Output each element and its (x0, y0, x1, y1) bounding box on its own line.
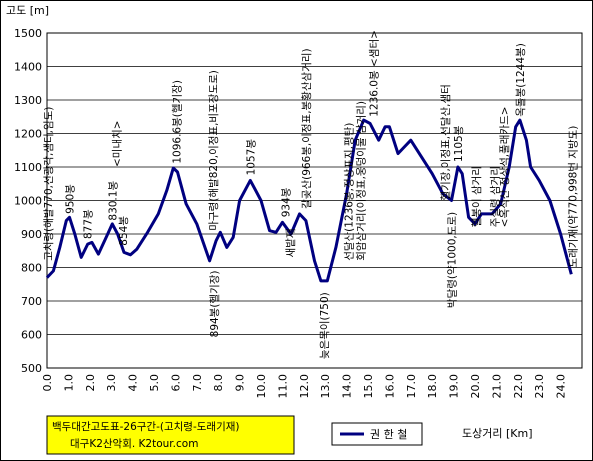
x-tick-label: 0.0 (41, 374, 54, 392)
x-tick-label: 15.0 (362, 374, 375, 399)
x-tick-label: 16.0 (383, 374, 396, 399)
annotation-label: 고치령(해발770,선광각,샘터,임도) (42, 107, 55, 261)
x-tick-label: 14.0 (341, 374, 354, 399)
y-tick-label: 1500 (14, 27, 42, 40)
annotation-label: 830.1봉 (107, 181, 119, 221)
x-tick-label: 7.0 (191, 374, 204, 392)
x-tick-label: 3.0 (105, 374, 118, 392)
x-tick-label: 5.0 (148, 374, 161, 392)
y-tick-label: 900 (21, 228, 42, 241)
x-tick-label: 4.0 (127, 374, 140, 392)
legend-box (331, 422, 423, 446)
annotation-label: 박달령(약1000,도로) (446, 212, 458, 308)
x-axis-ticks: 0.0 1.0 2.0 3.0 4.0 5.0 6.0 7.0 8.0 9.0 10.0 11.0 12… (41, 374, 568, 399)
x-tick-label: 23.0 (533, 374, 546, 399)
y-tick-label: 600 (21, 329, 42, 342)
annotation-label: 헬봉이 삼거리 (471, 166, 483, 227)
x-tick-label: 12.0 (298, 374, 311, 399)
annotation-label: 1105봉 (453, 125, 465, 162)
annotation-label: 934봉 (281, 187, 293, 217)
x-axis-label: 도상거리 [Km] (462, 427, 533, 440)
annotation-label: 1236.0봉 <샘터> (368, 30, 380, 117)
x-tick-label: 21.0 (490, 374, 503, 399)
y-tick-label: 800 (21, 262, 42, 275)
y-tick-label: 1400 (14, 61, 42, 74)
x-tick-label: 20.0 (469, 374, 482, 399)
x-tick-label: 10.0 (255, 374, 268, 399)
annotation-label: 회암삼거리(이정표,웅덩이물 삼거리) (356, 101, 368, 261)
annotation-label: 새밭재 (285, 228, 297, 257)
elevation-line (45, 118, 573, 283)
x-tick-label: 2.0 (84, 374, 97, 392)
y-tick-label: 1000 (14, 195, 42, 208)
gridlines (47, 32, 582, 369)
title-line-2: 대구K2산악회. K2tour.com (70, 438, 198, 450)
annotation-label: 주실령 삼거리 (489, 166, 501, 227)
x-tick-label: 18.0 (426, 374, 439, 399)
x-tick-label: 11.0 (276, 374, 289, 399)
x-tick-label: 24.0 (555, 374, 568, 399)
x-tick-label: 17.0 (405, 374, 418, 399)
annotation-label: 헬기장,이정표,선달산,샘터 (440, 84, 452, 200)
annotation-label: 877봉 (83, 209, 95, 239)
annotation-label: 갈곶산(966봉,이정표,봉황산삼거리) (300, 48, 313, 209)
x-tick-label: 6.0 (169, 374, 182, 392)
y-axis-ticks: 500 600 700 800 900 1000 1100 1200 1300 1400 1500 (14, 27, 42, 375)
x-tick-label: 22.0 (512, 374, 525, 399)
annotation-label: 선달산(1236봉,정상표지,평탄) (344, 123, 356, 261)
annotation-label: 늦은목이(750) (319, 292, 331, 359)
y-tick-label: 1300 (14, 94, 42, 107)
annotation-label: 950봉 (64, 184, 76, 214)
annotation-label: 1057봉 (245, 139, 257, 176)
x-tick-label: 13.0 (319, 374, 332, 399)
x-tick-label: 8.0 (212, 374, 225, 392)
title-box-bg (46, 415, 295, 455)
legend-label: 권 한 철 (370, 428, 407, 441)
annotation-label: 894봉(헬기장) (209, 270, 221, 337)
x-tick-label: 9.0 (234, 374, 247, 392)
y-axis-label: 고도 [m] (6, 4, 49, 17)
annotation-label: 도래기재(약770,998번 지방도) (567, 126, 579, 268)
annotation-label: 854봉 (118, 216, 130, 246)
title-box: 백두대간고도표-26구간-(고치령-도래기재) 대구K2산악회. K2tour.… (46, 415, 295, 455)
title-line-1: 백두대간고도표-26구간-(고치령-도래기재) (52, 421, 239, 433)
y-tick-label: 1200 (14, 128, 42, 141)
annotation-label: 옥돌봉(1244봉) (515, 43, 527, 117)
legend: 권 한 철 (331, 422, 423, 446)
series-lines (45, 118, 573, 283)
x-tick-label: 1.0 (62, 374, 75, 392)
annotation-label: <미내치> (112, 120, 124, 167)
y-tick-label: 500 (21, 362, 42, 375)
annotation-label: <옥석산 정상석,풀래카드> (499, 106, 511, 227)
annotation-label: 1096.6봉(헬기장) (171, 80, 183, 164)
y-tick-label: 700 (21, 295, 42, 308)
y-tick-label: 1100 (14, 161, 42, 174)
x-tick-label: 19.0 (448, 374, 461, 399)
annotation-label: 마구령(해발820,이정표,비포장도로) (207, 70, 220, 231)
